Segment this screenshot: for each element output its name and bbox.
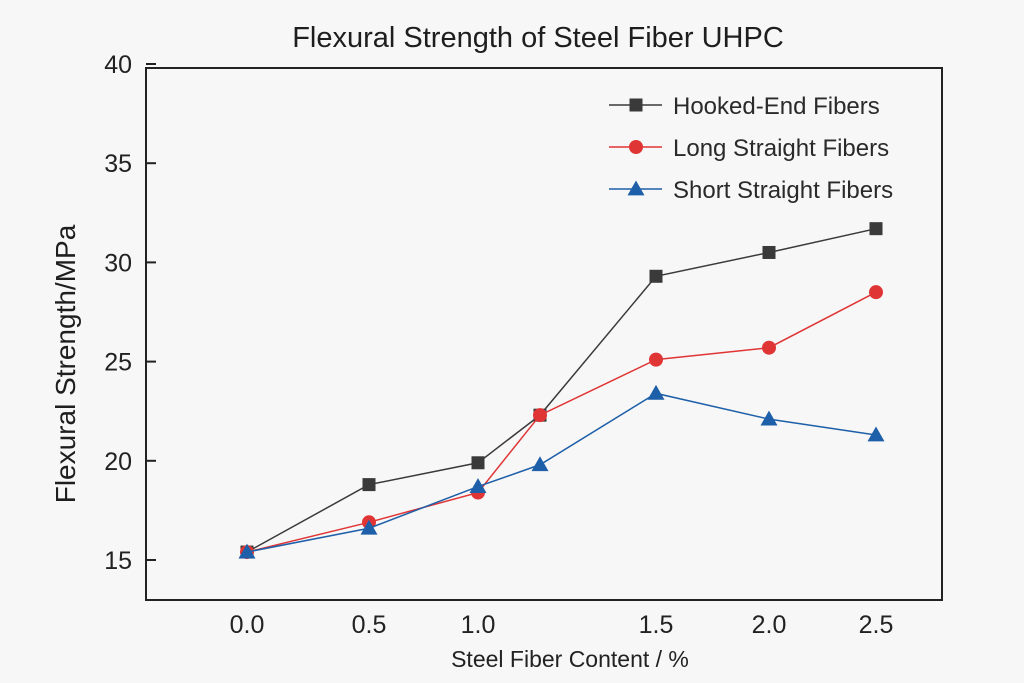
legend-label: Short Straight Fibers <box>673 177 893 204</box>
series-line <box>246 392 877 553</box>
legend-marker <box>629 140 643 154</box>
data-point <box>531 456 549 472</box>
data-point <box>533 408 547 423</box>
legend-marker <box>629 98 643 112</box>
series-short-straight-fibers <box>238 384 885 559</box>
series-line <box>246 227 877 553</box>
x-axis: 0.0 0.5 1.0 1.5 2.0 2.5 <box>230 611 894 639</box>
data-point <box>471 456 485 470</box>
y-tick-label: 30 <box>104 249 132 277</box>
legend-marker <box>627 180 645 196</box>
data-point <box>762 245 776 259</box>
data-point <box>649 352 663 367</box>
y-tick-label: 25 <box>104 349 132 377</box>
data-point <box>867 426 885 442</box>
series-hooked-end-fibers <box>240 222 883 559</box>
legend-item: Long Straight Fibers <box>609 135 889 162</box>
data-point <box>362 478 376 492</box>
data-point <box>760 410 778 426</box>
data-point <box>360 519 378 535</box>
data-point <box>238 543 256 559</box>
data-point <box>762 340 776 355</box>
series-layer <box>238 222 885 560</box>
series-line <box>246 291 877 553</box>
x-tick-label: 1.0 <box>461 611 496 639</box>
plot-frame <box>145 67 943 601</box>
y-tick-label: 35 <box>104 150 132 178</box>
data-point <box>647 384 665 400</box>
x-tick-label: 0.5 <box>352 611 387 639</box>
y-axis: 15 20 25 30 35 40 <box>104 51 156 575</box>
y-tick-label: 20 <box>104 448 132 476</box>
legend-item: Hooked-End Fibers <box>609 93 880 120</box>
data-point <box>869 285 883 300</box>
legend: Hooked-End Fibers Long Straight Fibers Sho… <box>609 93 893 204</box>
data-point <box>649 269 663 283</box>
x-tick-label: 0.0 <box>230 611 265 639</box>
legend-label: Hooked-End Fibers <box>673 93 880 120</box>
y-axis-label: Flexural Strength/MPa <box>50 224 81 503</box>
chart-title: Flexural Strength of Steel Fiber UHPC <box>292 22 784 54</box>
data-point <box>869 222 883 236</box>
x-tick-label: 1.5 <box>639 611 674 639</box>
y-tick-label: 15 <box>104 547 132 575</box>
legend-item: Short Straight Fibers <box>609 177 893 204</box>
data-point <box>469 478 487 493</box>
legend-label: Long Straight Fibers <box>673 135 889 162</box>
y-tick-label: 40 <box>104 51 132 79</box>
x-axis-label: Steel Fiber Content / % <box>451 646 689 672</box>
x-tick-label: 2.5 <box>859 611 894 639</box>
x-tick-label: 2.0 <box>752 611 787 639</box>
